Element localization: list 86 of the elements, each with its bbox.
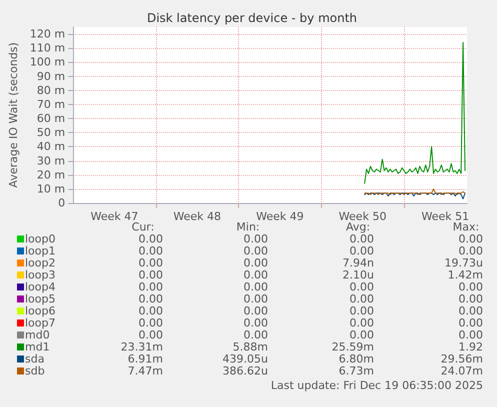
text: 0.00 (458, 316, 483, 330)
x-tick-label: Week 47 (90, 210, 138, 223)
text: Cur: (132, 220, 154, 234)
chart-title: Disk latency per device - by month (146, 11, 358, 25)
text: 1.42m (448, 268, 483, 282)
y-tick-label: 20 m (36, 168, 66, 182)
y-tick-label: 10 m (36, 182, 66, 196)
text: 439.05u (222, 352, 268, 366)
text: 0.00 (138, 244, 163, 258)
legend-label: md0 (25, 328, 50, 342)
text: 0.00 (138, 328, 163, 342)
text: 0.00 (244, 292, 268, 306)
text: 0.00 (244, 256, 268, 270)
text: 0.00 (244, 232, 268, 246)
text: 0.00 (350, 316, 374, 330)
text: 0.00 (244, 268, 268, 282)
legend-label: loop5 (25, 292, 56, 306)
text: 0.00 (350, 328, 374, 342)
text: 0.00 (244, 328, 268, 342)
x-tick-label: Week 48 (173, 210, 222, 223)
legend-label: loop1 (25, 244, 56, 258)
text: 2.10u (342, 268, 374, 282)
x-tick-label: Week 49 (256, 210, 304, 223)
legend-label: loop3 (25, 268, 56, 282)
text: 6.73m (338, 364, 374, 378)
text: 0.00 (350, 304, 374, 318)
legend-label: loop0 (25, 232, 56, 246)
legend-label: loop4 (25, 280, 56, 294)
y-tick-label: 60 m (36, 112, 66, 126)
text: Min: (236, 220, 260, 234)
text: 25.59m (332, 340, 374, 354)
text: 19.73u (444, 256, 483, 270)
y-tick-label: 30 m (36, 154, 66, 168)
text: 0.00 (350, 232, 374, 246)
text: 5.88m (232, 340, 268, 354)
text: 6.80m (338, 352, 374, 366)
text: 0.00 (458, 244, 483, 258)
text: 0.00 (138, 292, 163, 306)
text: 0.00 (138, 280, 163, 294)
text: 0.00 (138, 232, 163, 246)
y-tick-label: 70 m (36, 98, 66, 111)
text: 29.56m (440, 352, 483, 366)
x-tick-label: Week 50 (338, 210, 386, 223)
text: 0.00 (458, 232, 483, 246)
legend-label: loop7 (25, 316, 56, 330)
text: 1.92 (458, 340, 483, 354)
y-tick-label: 80 m (36, 84, 66, 97)
text: 0.00 (350, 280, 374, 294)
y-tick-label: 50 m (36, 126, 66, 140)
text: 0.00 (458, 292, 483, 306)
text: 0.00 (244, 316, 268, 330)
y-tick-label: 0 (58, 196, 66, 210)
legend-label: loop2 (25, 256, 56, 270)
legend-label: md1 (25, 340, 50, 354)
y-tick-label: 40 m (36, 140, 66, 154)
text: 0.00 (350, 244, 374, 258)
text: 7.94n (342, 256, 374, 270)
text: 23.31m (120, 340, 163, 354)
text: 24.07m (440, 364, 483, 378)
y-tick-label: 100 m (30, 56, 66, 69)
text: Last update: Fri Dec 19 06:35:00 2025 (270, 378, 483, 392)
text: 0.00 (244, 244, 268, 258)
text: 0.00 (244, 304, 268, 318)
text: 0.00 (458, 280, 483, 294)
y-tick-label: 120 m (30, 28, 66, 41)
y-tick-label: 90 m (36, 70, 66, 83)
text: 386.62u (222, 364, 268, 378)
text: Max: (452, 220, 480, 234)
legend-label: sda (25, 352, 44, 366)
text: 0.00 (458, 304, 483, 318)
y-axis-title: Average IO Wait (seconds) (7, 42, 20, 188)
text: 0.00 (138, 316, 163, 330)
text: 0.00 (138, 304, 163, 318)
text: 0.00 (138, 256, 163, 270)
y-tick-label: 110 m (30, 42, 66, 55)
text: 0.00 (244, 280, 268, 294)
text: 0.00 (350, 292, 374, 306)
text: Avg: (346, 220, 370, 234)
text: 0.00 (458, 328, 483, 342)
legend-label: sdb (25, 364, 45, 378)
legend-label: loop6 (25, 304, 56, 318)
line-series (364, 42, 466, 184)
text: 7.47m (128, 364, 163, 378)
text: 0.00 (138, 268, 163, 282)
text: 6.91m (128, 352, 163, 366)
x-tick-label: Week 51 (422, 210, 470, 223)
